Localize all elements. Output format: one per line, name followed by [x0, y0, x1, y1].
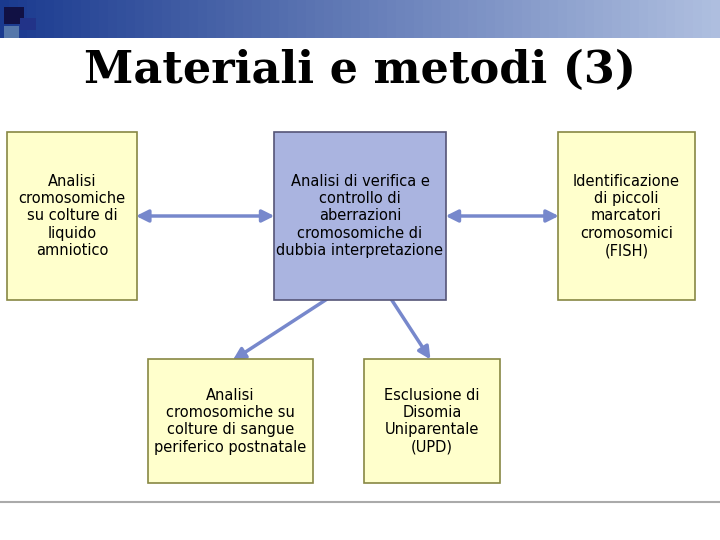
Bar	[225, 0, 234, 38]
Bar	[639, 0, 648, 38]
Bar	[234, 0, 243, 38]
Bar	[657, 0, 666, 38]
Bar	[549, 0, 558, 38]
Bar	[189, 0, 198, 38]
Bar	[423, 0, 432, 38]
Text: Analisi di verifica e
controllo di
aberrazioni
cromosomiche di
dubbia interpreta: Analisi di verifica e controllo di aberr…	[276, 174, 444, 258]
Bar	[504, 0, 513, 38]
Bar	[369, 0, 378, 38]
Bar	[576, 0, 585, 38]
Bar	[198, 0, 207, 38]
Bar	[621, 0, 630, 38]
Bar	[180, 0, 189, 38]
Bar	[342, 0, 351, 38]
Bar	[612, 0, 621, 38]
Bar	[288, 0, 297, 38]
Bar	[4, 7, 24, 24]
Bar	[18, 0, 27, 38]
Bar	[495, 0, 504, 38]
Bar	[20, 18, 36, 30]
FancyBboxPatch shape	[364, 359, 500, 483]
Bar	[477, 0, 486, 38]
Bar	[207, 0, 216, 38]
Bar	[252, 0, 261, 38]
Bar	[414, 0, 423, 38]
Bar	[486, 0, 495, 38]
Bar	[684, 0, 693, 38]
Bar	[450, 0, 459, 38]
Bar	[36, 0, 45, 38]
Bar	[54, 0, 63, 38]
Text: Esclusione di
Disomia
Uniparentale
(UPD): Esclusione di Disomia Uniparentale (UPD)	[384, 388, 480, 455]
Bar	[630, 0, 639, 38]
Bar	[81, 0, 90, 38]
Bar	[261, 0, 270, 38]
Bar	[162, 0, 171, 38]
Bar	[522, 0, 531, 38]
Bar	[270, 0, 279, 38]
Bar	[243, 0, 252, 38]
Bar	[567, 0, 576, 38]
Bar	[513, 0, 522, 38]
Bar	[378, 0, 387, 38]
Bar	[459, 0, 468, 38]
Bar	[315, 0, 324, 38]
Bar	[99, 0, 108, 38]
Bar	[441, 0, 450, 38]
FancyBboxPatch shape	[274, 132, 446, 300]
Bar	[0, 0, 9, 38]
Bar	[90, 0, 99, 38]
Bar	[585, 0, 594, 38]
Bar	[144, 0, 153, 38]
Bar	[693, 0, 702, 38]
Bar	[432, 0, 441, 38]
Text: Materiali e metodi (3): Materiali e metodi (3)	[84, 49, 636, 92]
Bar	[387, 0, 396, 38]
Bar	[675, 0, 684, 38]
Bar	[666, 0, 675, 38]
Bar	[648, 0, 657, 38]
Bar	[351, 0, 360, 38]
Bar	[45, 0, 54, 38]
Bar	[468, 0, 477, 38]
Bar	[558, 0, 567, 38]
Bar	[711, 0, 720, 38]
Bar	[540, 0, 549, 38]
Bar	[117, 0, 126, 38]
Text: Analisi
cromosomiche
su colture di
liquido
amniotico: Analisi cromosomiche su colture di liqui…	[19, 174, 125, 258]
Bar	[702, 0, 711, 38]
FancyBboxPatch shape	[7, 132, 137, 300]
Bar	[171, 0, 180, 38]
FancyBboxPatch shape	[558, 132, 695, 300]
FancyBboxPatch shape	[148, 359, 313, 483]
Bar	[27, 0, 36, 38]
Bar	[153, 0, 162, 38]
Bar	[297, 0, 306, 38]
Bar	[306, 0, 315, 38]
Bar	[594, 0, 603, 38]
Bar	[135, 0, 144, 38]
Text: Analisi
cromosomiche su
colture di sangue
periferico postnatale: Analisi cromosomiche su colture di sangu…	[154, 388, 307, 455]
Bar	[4, 26, 19, 38]
Bar	[63, 0, 72, 38]
Bar	[324, 0, 333, 38]
Bar	[108, 0, 117, 38]
Bar	[396, 0, 405, 38]
Bar	[405, 0, 414, 38]
Bar	[279, 0, 288, 38]
Text: Identificazione
di piccoli
marcatori
cromosomici
(FISH): Identificazione di piccoli marcatori cro…	[573, 174, 680, 258]
Bar	[360, 0, 369, 38]
Bar	[9, 0, 18, 38]
Bar	[126, 0, 135, 38]
Bar	[531, 0, 540, 38]
Bar	[603, 0, 612, 38]
Bar	[72, 0, 81, 38]
Bar	[216, 0, 225, 38]
Bar	[333, 0, 342, 38]
